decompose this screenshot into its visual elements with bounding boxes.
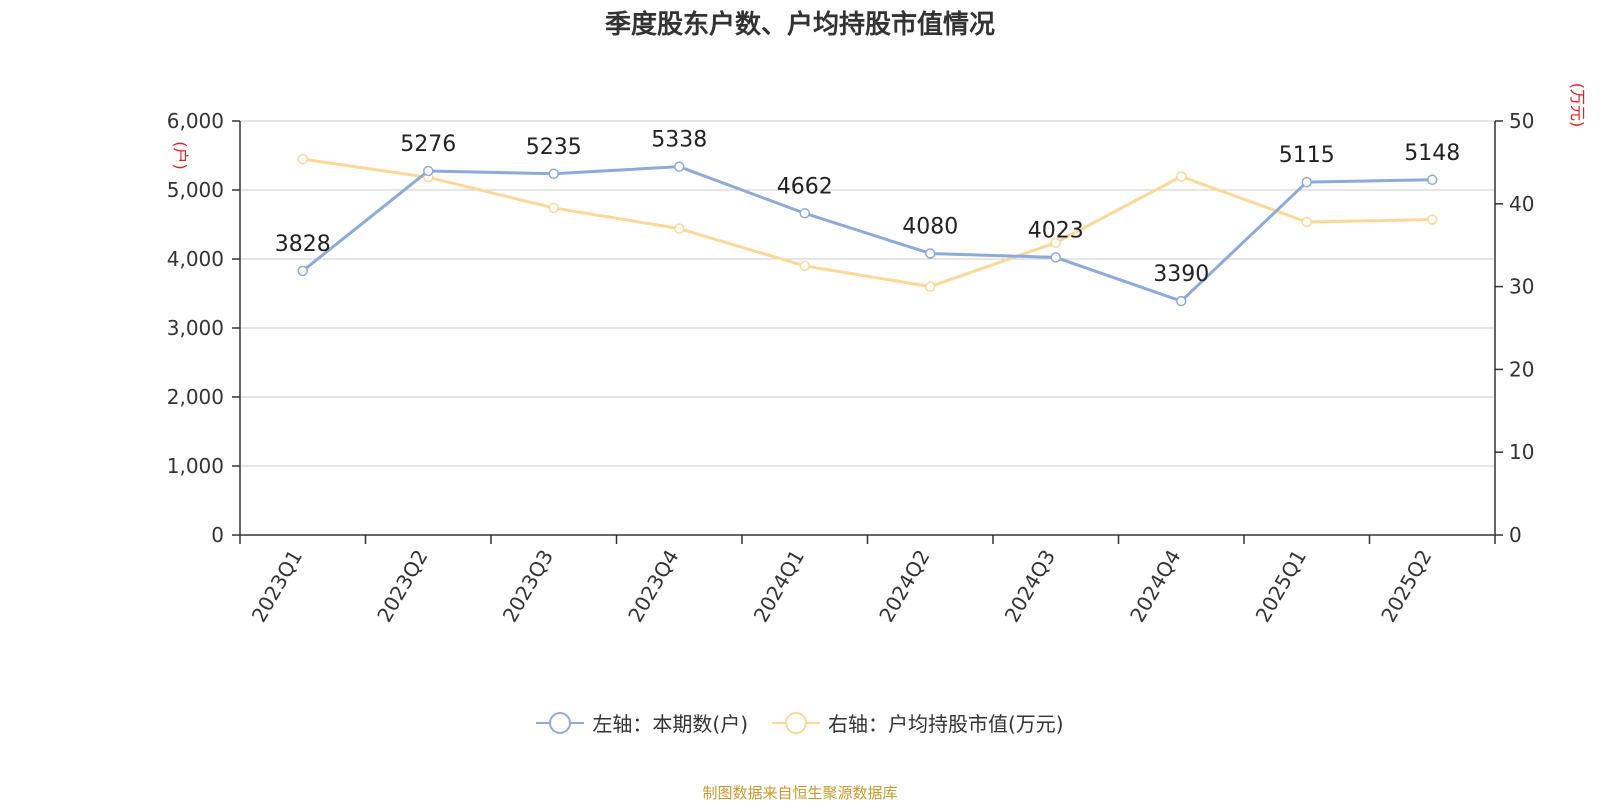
data-label: 3390: [1153, 262, 1209, 287]
data-point: [1050, 237, 1061, 248]
x-tick-label: 2023Q1: [247, 546, 307, 627]
y-left-tick-label: 5,000: [167, 178, 224, 202]
y-left-axis-label: (户): [171, 141, 190, 170]
legend-item-households[interactable]: 左轴：本期数(户): [536, 708, 748, 737]
data-point: [1301, 176, 1312, 188]
y-left-tick-label: 3,000: [167, 316, 224, 340]
data-point: [799, 208, 810, 219]
x-tick-label: 2023Q2: [372, 546, 432, 627]
x-tick-label: 2024Q4: [1125, 546, 1185, 627]
y-right-axis-label: (万元): [1568, 83, 1587, 128]
data-point: [297, 153, 308, 165]
chart-title: 季度股东户数、户均持股市值情况: [604, 10, 995, 40]
series-line: [302, 157, 1433, 289]
y-left-tick-label: 6,000: [167, 109, 224, 133]
data-point: [799, 260, 810, 272]
y-right-tick-label: 20: [1509, 357, 1534, 381]
data-label: 5148: [1404, 141, 1460, 166]
data-point: [1301, 216, 1312, 228]
x-tick-label: 2023Q3: [498, 546, 558, 627]
y-right-tick-label: 40: [1509, 192, 1534, 216]
legend-marker-households: [536, 711, 585, 734]
series-line: [301, 165, 1433, 303]
data-label: 4023: [1028, 218, 1084, 243]
data-point: [423, 165, 434, 177]
y-right-tick-label: 10: [1509, 440, 1534, 464]
data-point: [674, 223, 685, 234]
y-right-tick-label: 30: [1509, 275, 1534, 299]
x-tick-label: 2023Q4: [623, 546, 683, 627]
data-point: [548, 168, 559, 180]
x-tick-label: 2024Q2: [874, 546, 934, 627]
y-right-tick-label: 0: [1509, 523, 1522, 547]
y-left-tick-label: 0: [211, 523, 224, 547]
source-footer: 制图数据来自恒生聚源数据库: [702, 784, 898, 802]
data-point: [925, 248, 936, 259]
data-label: 5338: [651, 128, 707, 153]
y-left-tick-label: 1,000: [167, 454, 224, 478]
data-point: [1427, 174, 1438, 186]
y-left-tick-label: 2,000: [167, 385, 224, 409]
data-label: 5115: [1279, 143, 1335, 168]
data-point: [674, 161, 685, 172]
data-label: 5235: [526, 135, 582, 160]
x-tick-label: 2025Q1: [1251, 546, 1311, 627]
x-tick-label: 2024Q3: [1000, 546, 1060, 627]
legend: 左轴：本期数(户) 右轴：户均持股市值(万元): [0, 708, 1600, 737]
data-point: [1176, 295, 1187, 307]
legend-marker-avg-value: [772, 711, 820, 734]
data-point: [925, 281, 936, 292]
x-tick-label: 2025Q2: [1376, 546, 1436, 627]
data-label: 5276: [400, 132, 456, 157]
data-point: [548, 202, 559, 214]
x-tick-label: 2024Q1: [749, 546, 809, 627]
y-right-tick-label: 50: [1509, 109, 1534, 133]
y-left-tick-label: 4,000: [167, 247, 224, 271]
data-point: [1176, 171, 1187, 182]
legend-label-households: 左轴：本期数(户): [592, 712, 748, 736]
data-point: [297, 265, 308, 277]
legend-label-avg-value: 右轴：户均持股市值(万元): [828, 712, 1064, 736]
data-label: 4080: [902, 214, 958, 239]
data-point: [1050, 252, 1061, 263]
data-label: 3828: [275, 232, 331, 257]
legend-item-avg-value[interactable]: 右轴：户均持股市值(万元): [772, 708, 1064, 737]
data-label: 4662: [777, 174, 833, 199]
data-point: [1427, 214, 1438, 225]
